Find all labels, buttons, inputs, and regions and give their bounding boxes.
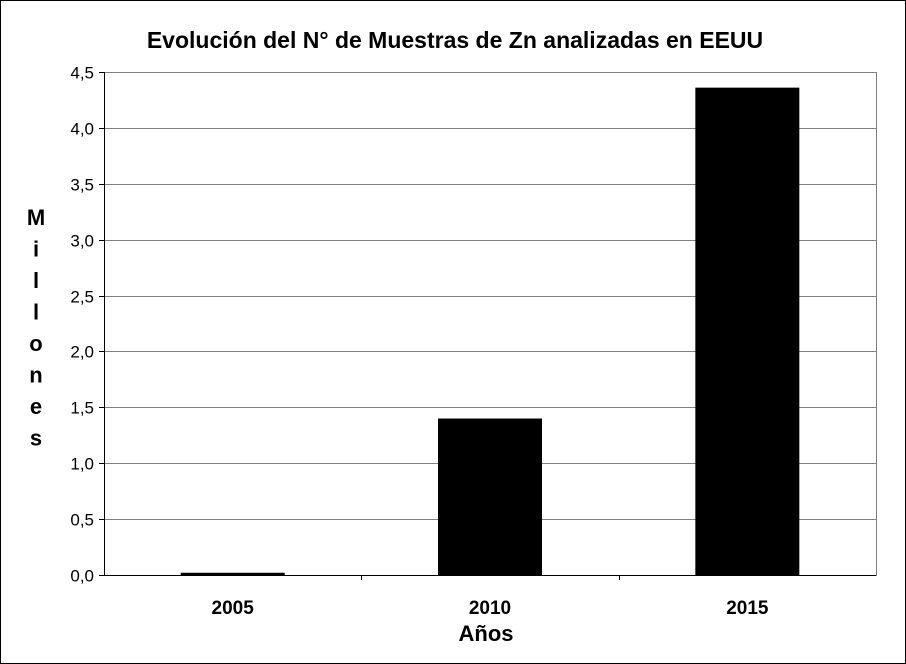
y-tick-label: 4,5: [70, 64, 94, 83]
y-tick-label: 4,0: [70, 120, 94, 139]
y-axis-label-char: s: [30, 426, 42, 451]
y-axis-label-char: l: [33, 300, 39, 325]
x-tick-label: 2005: [212, 598, 255, 619]
bars: [180, 87, 800, 575]
axes: [104, 72, 877, 576]
y-tick-label: 3,5: [70, 176, 94, 195]
y-tick-label: 3,0: [70, 232, 94, 251]
y-tick-label: 0,5: [70, 511, 94, 530]
bar-2015: [695, 87, 800, 575]
y-axis-label-char: M: [27, 205, 45, 230]
y-axis-label-char: i: [33, 237, 39, 262]
y-axis-label-char: l: [33, 268, 39, 293]
y-tick-label: 2,0: [70, 343, 94, 362]
x-tick-labels: 2005 2010 2015: [212, 575, 769, 619]
y-tick-label: 0,0: [70, 567, 94, 586]
y-axis-label-char: e: [30, 394, 42, 419]
x-tick-label: 2010: [469, 598, 511, 619]
x-tick-label: 2015: [726, 598, 769, 619]
y-axis-label-char: o: [29, 331, 42, 356]
y-tick-label: 1,0: [70, 455, 94, 474]
y-tick-label: 2,5: [70, 288, 94, 307]
bar-2010: [438, 418, 542, 575]
bar-2005: [180, 572, 285, 575]
y-tick-labels: 0,0 0,5 1,0 1,5 2,0 2,5 3,0 3,5 4,0 4,5: [70, 64, 104, 586]
x-axis-label: Años: [459, 621, 514, 646]
y-tick-label: 1,5: [70, 399, 94, 418]
chart-title: Evolución del N° de Muestras de Zn anali…: [147, 27, 763, 53]
y-axis-label-char: n: [29, 363, 42, 388]
